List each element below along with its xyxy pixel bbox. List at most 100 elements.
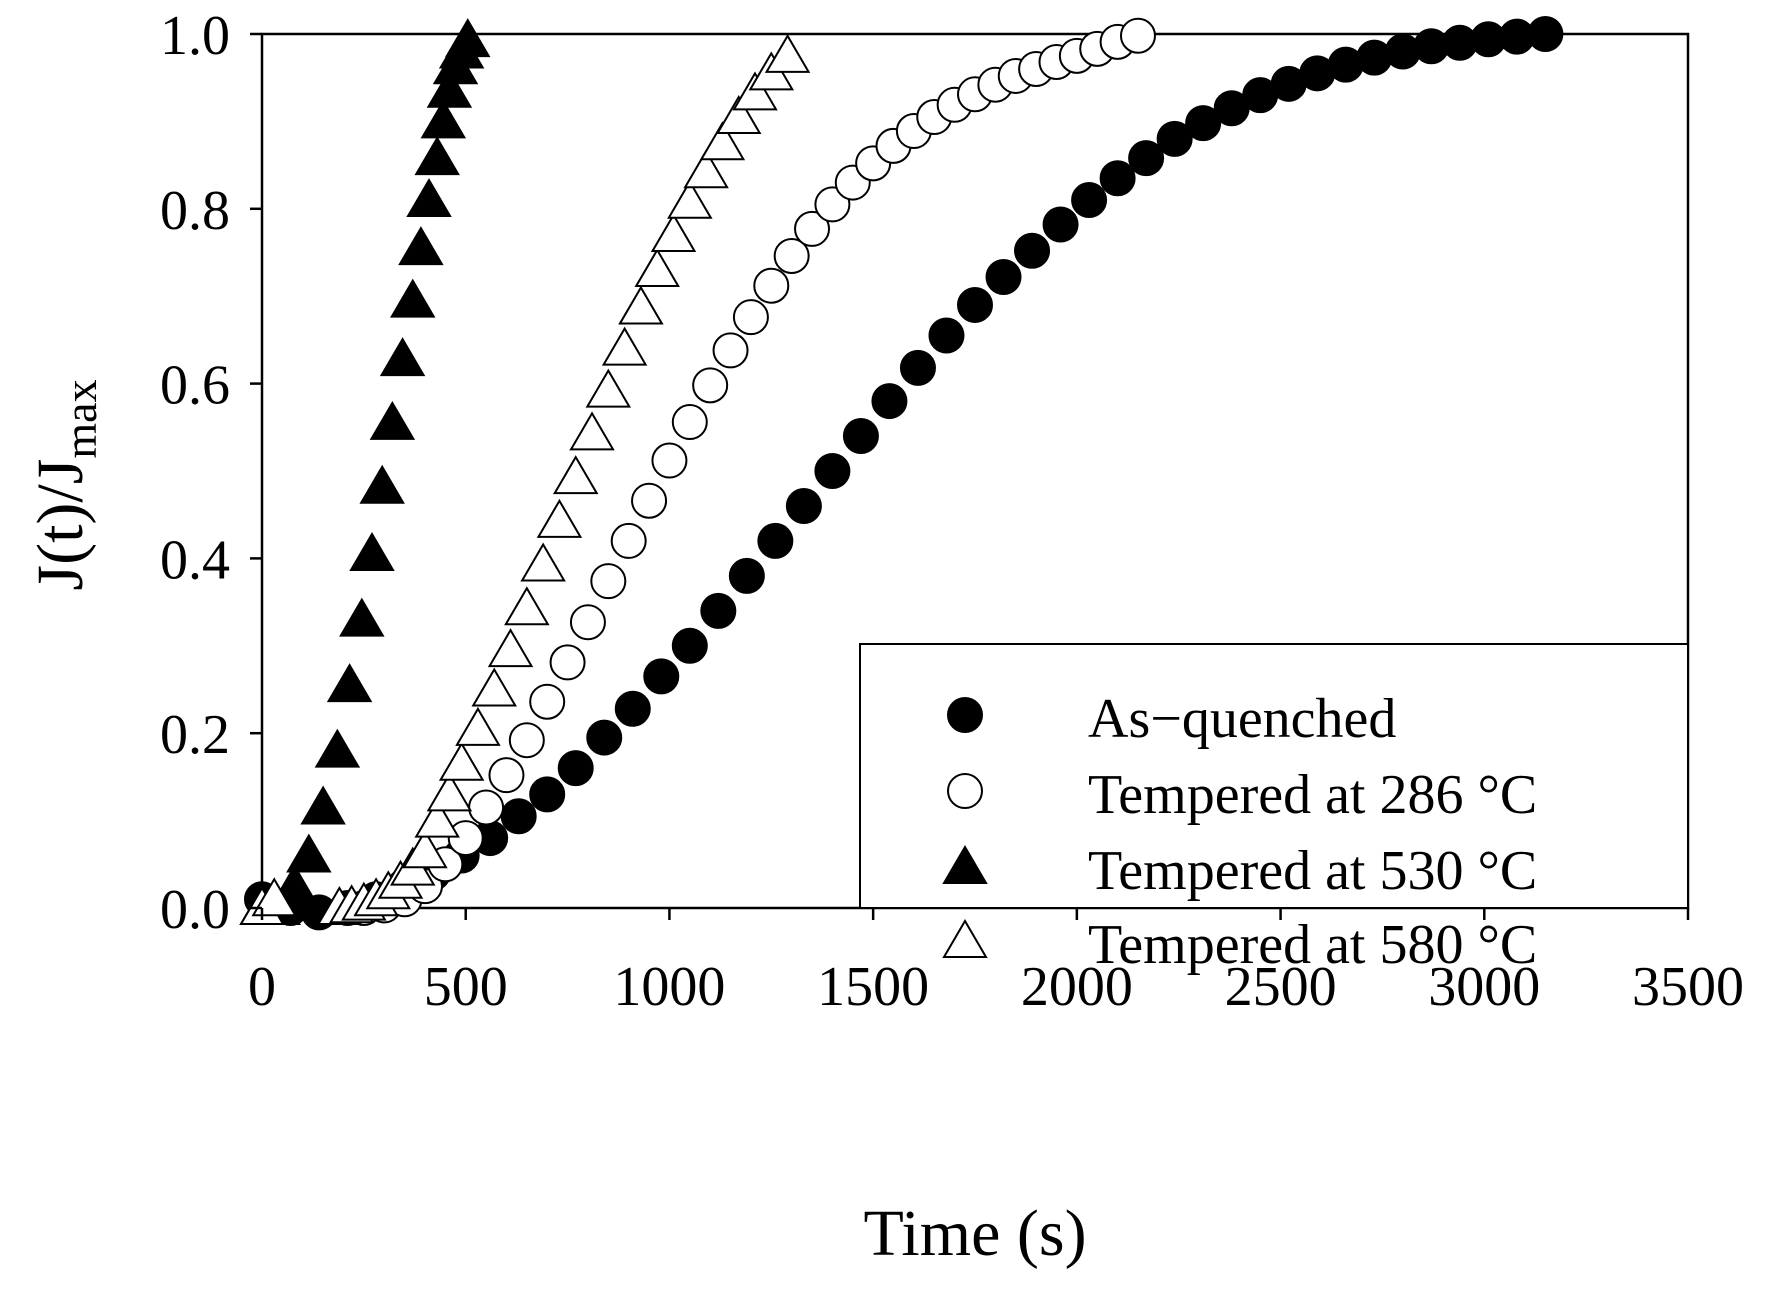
data-point bbox=[1099, 160, 1136, 197]
data-point bbox=[634, 247, 680, 287]
series-4 bbox=[239, 33, 811, 925]
data-point bbox=[631, 482, 668, 519]
data-point bbox=[569, 604, 606, 641]
data-point bbox=[402, 829, 448, 869]
data-point bbox=[773, 237, 810, 274]
y-axis-title-main: J(t)/J bbox=[24, 459, 97, 591]
data-point bbox=[757, 522, 794, 559]
data-point bbox=[504, 586, 550, 626]
data-point bbox=[732, 71, 778, 111]
data-point bbox=[271, 864, 318, 904]
data-point bbox=[398, 226, 444, 266]
data-point bbox=[447, 820, 484, 857]
data-point bbox=[251, 877, 297, 917]
x-axis-ticks: 0 500 1000 1500 2000 2500 3000 3500 bbox=[248, 908, 1744, 1018]
data-point bbox=[610, 522, 647, 559]
data-point bbox=[471, 667, 517, 707]
data-point bbox=[379, 337, 426, 377]
y-tick-label: 0.4 bbox=[160, 529, 230, 591]
legend-label: Tempered at 286 °C bbox=[1088, 764, 1537, 826]
data-point bbox=[1119, 17, 1156, 54]
data-point bbox=[618, 285, 664, 325]
data-point bbox=[650, 213, 697, 253]
x-tick-label: 0 bbox=[248, 956, 276, 1018]
data-point bbox=[326, 663, 373, 703]
data-point bbox=[683, 149, 729, 189]
y-tick-label: 0.8 bbox=[160, 180, 230, 242]
data-point bbox=[651, 442, 688, 479]
data-point bbox=[842, 418, 879, 455]
data-point bbox=[500, 798, 537, 835]
data-point bbox=[536, 498, 583, 538]
data-point bbox=[753, 267, 790, 304]
data-point bbox=[614, 690, 651, 727]
series-3 bbox=[239, 18, 491, 925]
data-point bbox=[557, 750, 594, 787]
data-point bbox=[549, 644, 586, 681]
data-point bbox=[1071, 182, 1108, 219]
data-point bbox=[794, 210, 831, 247]
data-point bbox=[671, 404, 708, 441]
x-axis-title: Time (s) bbox=[863, 1197, 1086, 1270]
data-point bbox=[455, 706, 501, 746]
x-tick-label: 3500 bbox=[1632, 956, 1744, 1018]
y-axis-title-subscript: max bbox=[55, 379, 106, 458]
data-point bbox=[438, 741, 485, 781]
data-point bbox=[529, 776, 566, 813]
data-point bbox=[715, 95, 762, 135]
data-point bbox=[699, 121, 746, 161]
data-point bbox=[488, 757, 525, 794]
data-point bbox=[286, 833, 332, 873]
data-point bbox=[529, 683, 566, 720]
data-point bbox=[339, 597, 385, 637]
y-axis-title: J(t)/Jmax bbox=[24, 379, 106, 590]
legend-marker bbox=[947, 697, 983, 733]
legend-label: As−quenched bbox=[1088, 688, 1396, 750]
legend: As−quenched Tempered at 286 °C Tempered at… bbox=[859, 643, 1689, 976]
data-point bbox=[871, 383, 908, 420]
data-point bbox=[585, 368, 632, 408]
data-point bbox=[985, 258, 1022, 295]
legend-item: Tempered at 286 °C bbox=[947, 764, 1537, 826]
y-tick-label: 0.6 bbox=[160, 355, 230, 417]
data-point bbox=[314, 728, 361, 768]
legend-marker bbox=[942, 845, 988, 884]
y-tick-label: 0.0 bbox=[160, 879, 230, 941]
data-point bbox=[359, 464, 405, 504]
legend-label: Tempered at 530 °C bbox=[1088, 840, 1537, 902]
data-point bbox=[671, 627, 708, 664]
data-point bbox=[700, 592, 737, 629]
data-point bbox=[1527, 16, 1564, 52]
data-point bbox=[468, 789, 505, 826]
x-tick-label: 1000 bbox=[613, 956, 725, 1018]
data-point bbox=[601, 326, 648, 366]
data-point bbox=[1042, 206, 1079, 243]
data-point bbox=[369, 400, 416, 440]
y-tick-label: 0.2 bbox=[160, 704, 230, 766]
data-point bbox=[300, 785, 346, 825]
data-point bbox=[1185, 105, 1222, 142]
data-point bbox=[1156, 120, 1193, 157]
data-point bbox=[728, 557, 765, 594]
data-point bbox=[692, 367, 729, 404]
data-points bbox=[239, 16, 1564, 931]
data-point bbox=[667, 179, 713, 219]
data-point bbox=[764, 33, 811, 73]
legend-item: Tempered at 580 °C bbox=[942, 914, 1537, 976]
data-point bbox=[590, 563, 627, 600]
data-point bbox=[899, 349, 936, 386]
data-point bbox=[414, 798, 460, 838]
data-point bbox=[643, 658, 680, 695]
legend-marker bbox=[947, 773, 983, 809]
data-point bbox=[414, 136, 460, 176]
legend-box bbox=[859, 643, 1689, 909]
data-point bbox=[508, 722, 545, 759]
x-tick-label: 500 bbox=[424, 956, 508, 1018]
data-point bbox=[957, 286, 993, 323]
data-point bbox=[732, 299, 769, 336]
data-point bbox=[1128, 140, 1165, 177]
x-tick-label: 1500 bbox=[817, 956, 929, 1018]
y-tick-label: 1.0 bbox=[160, 5, 230, 67]
x-tick-label: 3000 bbox=[1428, 956, 1540, 1018]
data-point bbox=[426, 772, 473, 812]
